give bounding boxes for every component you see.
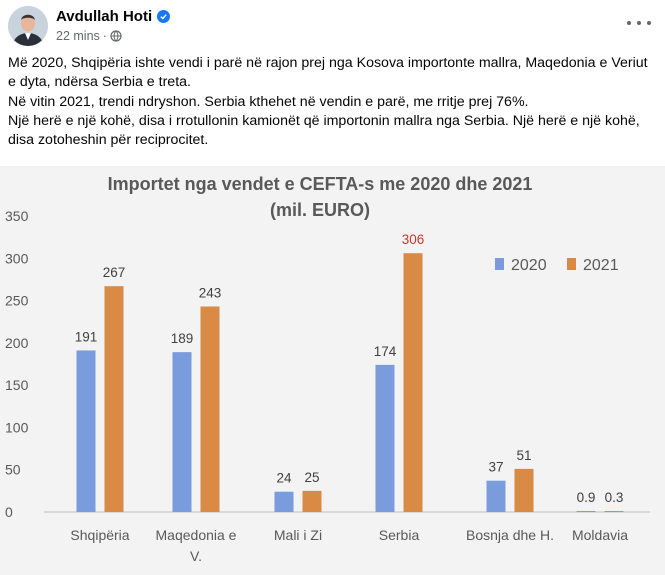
data-label: 267 [103, 265, 126, 280]
bar-2020-5 [576, 511, 596, 512]
bar-2021-4 [514, 468, 534, 512]
y-tick-label: 0 [5, 504, 13, 520]
bar-2020-2 [274, 491, 294, 512]
chart-subtitle: (mil. EURO) [269, 200, 370, 220]
y-tick-label: 350 [5, 208, 29, 224]
bar-2020-1 [172, 352, 192, 512]
bar-2020-3 [375, 364, 395, 512]
verified-badge-icon [157, 10, 171, 23]
x-tick-label: Serbia [379, 527, 420, 543]
more-options-icon[interactable] [627, 14, 651, 32]
x-tick-label: Bosnja dhe H. [466, 527, 554, 543]
bar-2020-0 [76, 350, 96, 512]
post-text-line: Në vitin 2021, trendi ndryshon. Serbia k… [8, 93, 529, 110]
x-tick-label: Shqipëria [70, 527, 129, 543]
data-label: 243 [199, 285, 222, 300]
y-tick-label: 300 [5, 250, 29, 266]
chart-title: Importet nga vendet e CEFTA-s me 2020 dh… [107, 174, 533, 194]
globe-icon [110, 30, 122, 42]
data-label: 189 [171, 331, 194, 346]
bar-2021-2 [302, 490, 322, 512]
x-tick-label: Moldavia [572, 527, 628, 543]
post-text-line: Një herë e një kohë, disa i rrotullonin … [8, 112, 640, 149]
bar-2020-4 [486, 480, 506, 512]
author-name-text[interactable]: Avdullah Hoti [56, 8, 153, 25]
post-header: Avdullah Hoti 22 mins · [0, 0, 665, 52]
x-tick-label: V. [190, 548, 202, 564]
y-tick-label: 250 [5, 293, 29, 309]
author-name[interactable]: Avdullah Hoti [56, 8, 171, 25]
legend-label-2020: 2020 [511, 257, 547, 274]
meta-separator: · [102, 29, 107, 43]
y-tick-label: 50 [5, 462, 21, 478]
bar-chart: 350 300 250 200 150 100 50 0 191 189 24 174 37 0.9 267… [5, 208, 650, 564]
post-time[interactable]: 22 mins [56, 29, 100, 43]
data-label: 306 [402, 232, 425, 247]
legend-swatch-2020 [495, 258, 504, 270]
y-tick-label: 150 [5, 377, 29, 393]
data-label: 191 [75, 329, 98, 344]
data-label: 37 [488, 460, 503, 475]
post-meta: 22 mins · [56, 29, 122, 43]
bar-2021-3 [403, 253, 423, 512]
y-tick-label: 200 [5, 335, 29, 351]
data-label: 24 [276, 471, 292, 486]
bar-2021-0 [104, 286, 124, 512]
bar-2021-5 [604, 511, 624, 512]
data-label: 25 [304, 470, 319, 485]
data-label: 51 [516, 448, 531, 463]
avatar-image [8, 6, 48, 46]
data-label: 0.3 [605, 490, 624, 505]
avatar[interactable] [8, 6, 48, 46]
bar-2021-1 [200, 306, 220, 512]
post-image-chart[interactable]: Importet nga vendet e CEFTA-s me 2020 dh… [0, 166, 665, 575]
post-text-line: Më 2020, Shqipëria ishte vendi i parë në… [8, 55, 648, 91]
data-label: 0.9 [577, 490, 596, 505]
post-text: Më 2020, Shqipëria ishte vendi i parë në… [8, 54, 658, 150]
x-tick-label: Maqedonia e [156, 527, 237, 543]
legend-swatch-2021 [567, 258, 576, 270]
data-label: 174 [374, 344, 397, 359]
y-tick-label: 100 [5, 419, 29, 435]
legend-label-2021: 2021 [583, 257, 619, 274]
x-tick-label: Mali i Zi [274, 527, 322, 543]
